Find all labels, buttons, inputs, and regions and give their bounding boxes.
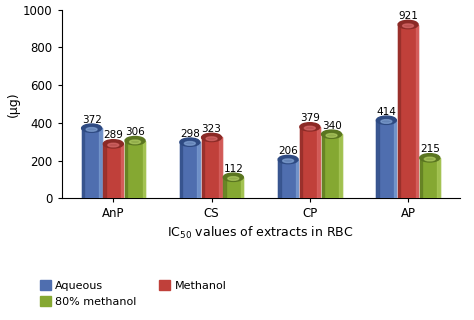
Ellipse shape bbox=[103, 140, 123, 148]
Bar bbox=[339, 134, 342, 198]
Bar bbox=[223, 177, 226, 198]
Ellipse shape bbox=[300, 123, 320, 131]
Bar bbox=[223, 177, 243, 198]
Text: 372: 372 bbox=[82, 115, 101, 125]
Text: 306: 306 bbox=[125, 127, 145, 137]
Bar bbox=[180, 142, 200, 198]
Ellipse shape bbox=[184, 141, 195, 145]
Bar bbox=[278, 159, 281, 198]
Bar bbox=[201, 137, 221, 198]
Bar bbox=[318, 127, 320, 198]
Ellipse shape bbox=[86, 128, 97, 131]
Text: 323: 323 bbox=[201, 124, 221, 134]
Bar bbox=[398, 25, 418, 198]
Text: 921: 921 bbox=[398, 11, 418, 21]
Bar bbox=[398, 25, 401, 198]
Text: 215: 215 bbox=[420, 144, 440, 155]
Ellipse shape bbox=[125, 136, 145, 145]
Bar bbox=[241, 177, 243, 198]
X-axis label: IC$_{50}$ values of extracts in RBC: IC$_{50}$ values of extracts in RBC bbox=[167, 225, 354, 241]
Text: 298: 298 bbox=[180, 129, 200, 139]
Ellipse shape bbox=[321, 130, 342, 138]
Bar bbox=[125, 140, 128, 198]
Bar bbox=[99, 128, 101, 198]
Bar bbox=[219, 137, 221, 198]
Bar bbox=[420, 158, 422, 198]
Ellipse shape bbox=[283, 159, 293, 163]
Bar bbox=[300, 127, 302, 198]
Bar bbox=[103, 144, 123, 198]
Bar bbox=[82, 128, 84, 198]
Ellipse shape bbox=[278, 155, 298, 164]
Bar bbox=[125, 140, 145, 198]
Bar bbox=[278, 159, 298, 198]
Ellipse shape bbox=[420, 154, 440, 162]
Ellipse shape bbox=[201, 133, 221, 141]
Bar bbox=[103, 144, 106, 198]
Text: 206: 206 bbox=[278, 146, 298, 156]
Bar bbox=[180, 142, 182, 198]
Ellipse shape bbox=[108, 143, 119, 147]
Bar bbox=[438, 158, 440, 198]
Ellipse shape bbox=[304, 126, 315, 130]
Bar bbox=[143, 140, 145, 198]
Text: 112: 112 bbox=[223, 164, 243, 174]
Ellipse shape bbox=[402, 24, 414, 28]
Ellipse shape bbox=[326, 133, 337, 137]
Ellipse shape bbox=[206, 137, 217, 140]
Bar bbox=[416, 25, 418, 198]
Bar bbox=[121, 144, 123, 198]
Bar bbox=[296, 159, 298, 198]
Text: 379: 379 bbox=[300, 114, 320, 124]
Bar bbox=[376, 120, 379, 198]
Ellipse shape bbox=[376, 116, 396, 124]
Ellipse shape bbox=[398, 20, 418, 29]
Bar bbox=[82, 128, 101, 198]
Y-axis label: (μg): (μg) bbox=[7, 91, 20, 117]
Text: 289: 289 bbox=[103, 131, 123, 140]
Bar bbox=[376, 120, 396, 198]
Bar bbox=[321, 134, 324, 198]
Bar bbox=[420, 158, 440, 198]
Ellipse shape bbox=[180, 138, 200, 146]
Bar bbox=[300, 127, 320, 198]
Ellipse shape bbox=[381, 120, 392, 123]
Text: 414: 414 bbox=[376, 107, 396, 117]
Ellipse shape bbox=[228, 177, 239, 180]
Legend: Aqueous, 80% methanol, Methanol: Aqueous, 80% methanol, Methanol bbox=[36, 276, 231, 312]
Bar bbox=[201, 137, 204, 198]
Ellipse shape bbox=[82, 124, 101, 132]
Bar bbox=[394, 120, 396, 198]
Bar bbox=[198, 142, 200, 198]
Ellipse shape bbox=[129, 140, 141, 144]
Text: 340: 340 bbox=[322, 121, 341, 131]
Ellipse shape bbox=[424, 157, 435, 161]
Bar bbox=[321, 134, 342, 198]
Ellipse shape bbox=[223, 173, 243, 181]
